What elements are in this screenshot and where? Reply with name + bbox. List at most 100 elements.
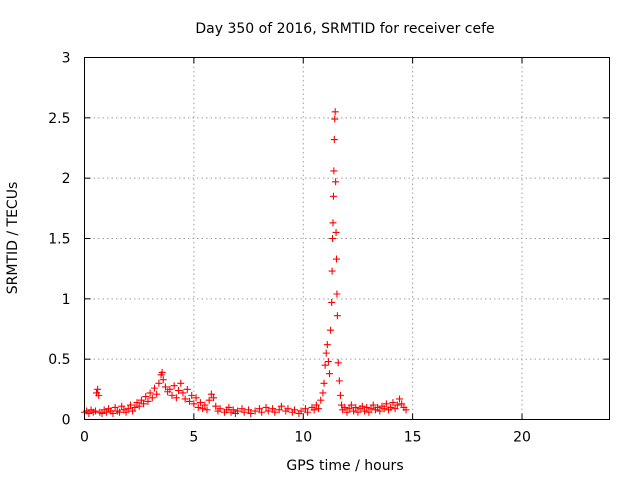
- data-point: [332, 228, 340, 236]
- data-point: [111, 403, 119, 411]
- grid-lines: [84, 57, 610, 420]
- data-point: [229, 406, 237, 414]
- data-point: [170, 382, 178, 390]
- data-point: [116, 408, 123, 416]
- data-point: [315, 405, 323, 413]
- data-point: [321, 361, 329, 369]
- data-point: [326, 370, 333, 378]
- data-point: [312, 401, 320, 409]
- data-point: [186, 397, 193, 405]
- data-point: [319, 389, 327, 397]
- x-tick-label: 15: [404, 430, 422, 446]
- data-point: [129, 407, 137, 415]
- data-point: [331, 115, 339, 123]
- y-tick-label: 0.5: [48, 352, 70, 368]
- data-point: [269, 405, 277, 413]
- data-point: [369, 401, 377, 409]
- data-point: [323, 341, 331, 349]
- data-point: [148, 394, 156, 402]
- data-point: [350, 407, 358, 415]
- data-point: [329, 219, 337, 227]
- data-point: [262, 403, 270, 411]
- data-point: [240, 408, 248, 416]
- data-point: [188, 391, 196, 399]
- data-point: [333, 255, 340, 263]
- data-point: [91, 407, 99, 415]
- data-point: [382, 400, 390, 408]
- data-point: [264, 407, 272, 415]
- data-point: [177, 379, 185, 387]
- data-point: [328, 298, 336, 306]
- data-point: [256, 405, 263, 413]
- data-point: [203, 406, 211, 414]
- data-point: [153, 390, 161, 398]
- data-point: [380, 405, 388, 413]
- data-point: [352, 403, 360, 411]
- data-point: [310, 406, 318, 414]
- data-point: [396, 395, 403, 403]
- data-point: [140, 400, 148, 408]
- data-point: [332, 178, 340, 186]
- plot-frame: [84, 57, 610, 420]
- data-point: [336, 391, 344, 399]
- data-point: [199, 405, 207, 413]
- data-point: [131, 403, 139, 411]
- data-point: [146, 389, 154, 397]
- data-point: [363, 403, 371, 411]
- data-point: [335, 377, 343, 385]
- data-point: [393, 401, 401, 409]
- y-tick-label: 2.5: [48, 111, 70, 127]
- data-point: [297, 407, 305, 415]
- data-point: [324, 358, 332, 366]
- data-point: [391, 405, 399, 413]
- data-point: [328, 267, 336, 275]
- data-point: [225, 403, 233, 411]
- data-point: [159, 376, 167, 384]
- y-tick-label: 3: [62, 51, 71, 67]
- data-point: [118, 402, 126, 410]
- data-point: [333, 312, 341, 320]
- data-point: [151, 384, 158, 392]
- data-point: [109, 409, 117, 417]
- data-point: [144, 397, 152, 405]
- data-point: [374, 403, 382, 411]
- x-tick-label: 20: [513, 430, 531, 446]
- data-point: [322, 349, 330, 357]
- data-point: [329, 192, 337, 200]
- data-point: [181, 395, 189, 403]
- data-point: [172, 394, 180, 402]
- data-point: [345, 405, 353, 413]
- data-point: [126, 401, 134, 409]
- data-point: [124, 405, 132, 413]
- x-tick-label: 0: [80, 430, 89, 446]
- data-point: [183, 385, 191, 393]
- data-point: [361, 407, 368, 415]
- data-point: [142, 393, 150, 401]
- data-point: [102, 408, 110, 416]
- data-point: [122, 408, 130, 416]
- data-point: [196, 399, 204, 407]
- data-point: [201, 401, 209, 409]
- data-point: [387, 403, 395, 411]
- data-series-srmtid: [81, 108, 410, 417]
- data-point: [207, 390, 215, 398]
- data-point: [358, 402, 366, 410]
- data-point: [354, 408, 362, 416]
- data-point: [166, 385, 174, 393]
- data-point: [277, 402, 285, 410]
- data-point: [320, 379, 328, 387]
- data-point: [216, 405, 224, 413]
- data-point: [179, 389, 187, 397]
- data-point: [168, 391, 176, 399]
- data-point: [175, 387, 183, 395]
- data-point: [94, 385, 102, 393]
- data-point: [347, 401, 355, 409]
- data-point: [155, 379, 163, 387]
- x-tick-label: 10: [294, 430, 312, 446]
- data-point: [329, 235, 337, 242]
- chart-title: Day 350 of 2016, SRMTID for receiver cef…: [195, 21, 494, 37]
- data-point: [212, 402, 220, 410]
- y-axis-ticks: 0 0.5 1 1.5 2 2.5 3: [48, 51, 610, 429]
- data-point: [398, 400, 406, 408]
- data-point: [341, 403, 349, 411]
